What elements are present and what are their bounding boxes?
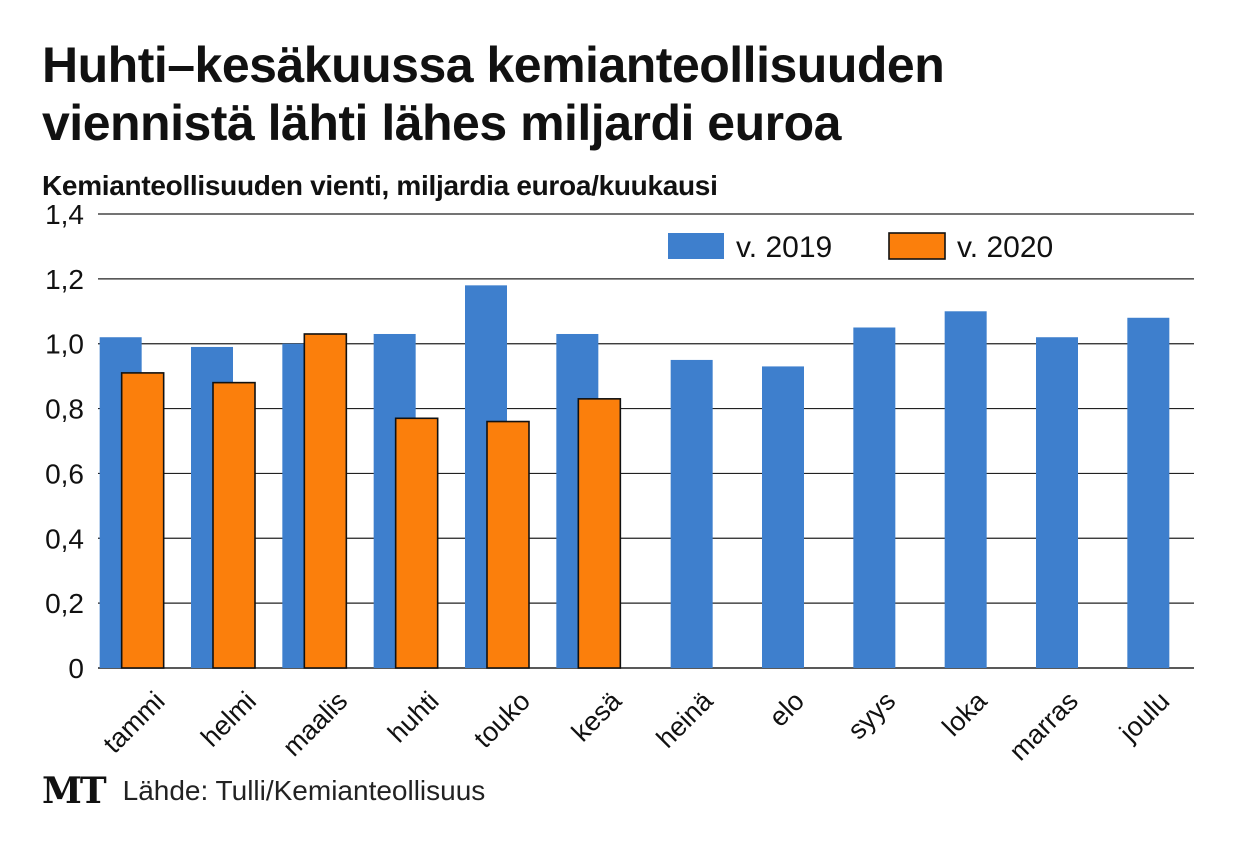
x-tick-label: maalis (277, 686, 353, 762)
legend-swatch-2020 (888, 232, 946, 260)
y-tick-label: 0,8 (45, 394, 84, 425)
x-tick-label: marras (1003, 686, 1084, 767)
bar-2019 (944, 311, 987, 668)
x-tick-label: huhti (382, 686, 445, 749)
y-tick-label: 1,0 (45, 329, 84, 360)
legend-label-2020: v. 2020 (957, 231, 1053, 264)
y-tick-label: 1,4 (45, 199, 84, 230)
bar-2019 (853, 327, 896, 668)
x-tick-label: kesä (566, 685, 628, 747)
x-tick-label: joulu (1113, 686, 1175, 748)
y-tick-label: 0,2 (45, 588, 84, 619)
source-text: Lähde: Tulli/Kemianteollisuus (122, 775, 486, 806)
x-tick-label: heinä (651, 685, 720, 754)
bar-2019 (1036, 337, 1078, 668)
y-tick-label: 0,4 (45, 523, 84, 554)
bar-2019 (670, 359, 713, 668)
bar-2020 (212, 381, 256, 669)
x-tick-label: loka (936, 685, 993, 742)
bar-2020 (303, 333, 348, 669)
bar-2020 (120, 372, 165, 669)
y-tick-label: 0 (68, 653, 84, 684)
chart-title: Huhti–kesäkuussa kemianteollisuuden vien… (42, 36, 1192, 152)
title-line-1: Huhti–kesäkuussa kemianteollisuuden (42, 37, 945, 93)
mt-logo: MT (42, 770, 107, 812)
y-tick-label: 0,6 (45, 458, 84, 489)
legend-swatch-2019 (668, 233, 724, 259)
legend-label-2019: v. 2019 (736, 231, 832, 264)
title-line-2: viennistä lähti lähes miljardi euroa (42, 95, 841, 151)
x-tick-label: touko (468, 686, 536, 754)
x-tick-label: helmi (195, 686, 262, 753)
y-tick-label: 1,2 (45, 264, 84, 295)
x-tick-label: elo (763, 686, 810, 733)
bar-2020 (486, 420, 530, 669)
bar-2020 (577, 398, 622, 669)
bar-2019 (762, 366, 804, 668)
x-tick-label: syys (842, 686, 901, 745)
bar-2020 (394, 417, 439, 669)
chart-subtitle: Kemianteollisuuden vienti, miljardia eur… (42, 170, 718, 201)
x-tick-label: tammi (97, 686, 170, 759)
bar-2019 (1127, 317, 1170, 668)
footer: MT Lähde: Tulli/Kemianteollisuus (42, 770, 485, 812)
